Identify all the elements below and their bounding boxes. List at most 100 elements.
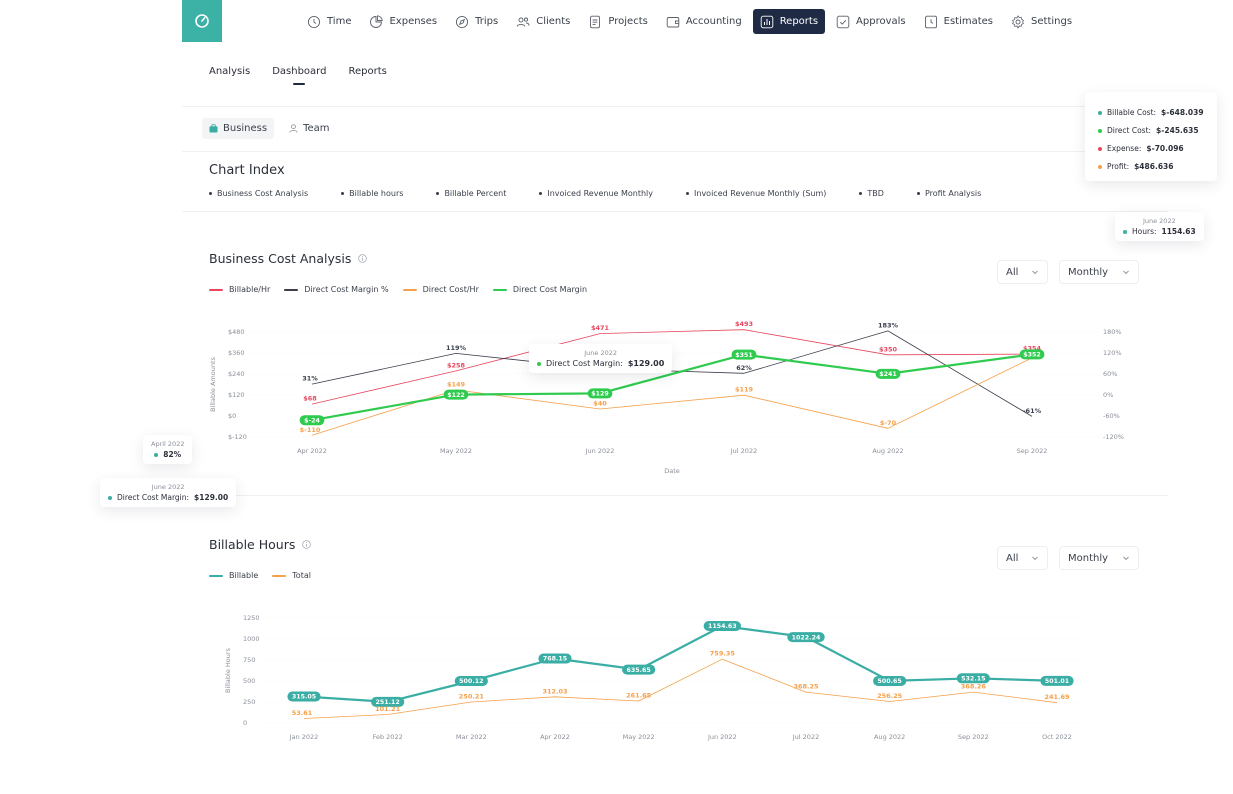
app-logo[interactable] [182,0,222,42]
chart-index-link[interactable]: Billable hours [341,189,403,198]
y-tick-label: 250 [243,698,255,706]
y2-tick-label: 60% [1103,370,1117,378]
chart-index-list: Business Cost Analysis Billable hours Bill… [209,189,1014,198]
bullet-icon [436,192,440,195]
y2-tick-label: -120% [1103,433,1124,441]
nav-item-label: Estimates [943,16,994,27]
nav-item-label: Expenses [389,16,438,27]
business-cost-filter-dropdown[interactable]: All [997,260,1048,284]
legend-label: Direct Cost/Hr [422,285,479,294]
summary-row: Profit: $486.636 [1098,162,1204,171]
summary-value: $486.636 [1134,162,1174,171]
series-line [311,353,1033,422]
business-toggle-button[interactable]: Business [202,118,275,139]
tab-reports[interactable]: Reports [348,66,387,77]
data-label: 1154.63 [708,623,737,630]
y-tick-label: $360 [228,349,245,357]
users-icon [516,17,530,27]
nav-item-time[interactable]: Time [300,9,358,34]
divider [182,106,1168,107]
legend-item[interactable]: Total [272,571,311,580]
briefcase-icon [209,124,218,133]
clock-icon [307,15,321,28]
hours-card-value: 1154.63 [1161,227,1196,236]
y-tick-label: $480 [228,328,245,336]
tab-analysis[interactable]: Analysis [209,66,251,77]
chart-index-link[interactable]: Billable Percent [436,189,506,198]
summary-dot [1098,146,1102,151]
data-label: $-24 [304,417,320,424]
summary-label: Direct Cost: [1107,126,1152,135]
compass-icon [456,15,469,28]
billable-hours-title-text: Billable Hours [209,537,296,552]
nav-item-settings[interactable]: Settings [1004,9,1079,34]
data-label: 500.65 [878,678,902,685]
info-icon[interactable] [358,254,368,263]
data-label: $352 [1023,352,1041,359]
data-label-pill [587,388,613,399]
dropdown-value: All [1006,266,1019,278]
tab-dashboard[interactable]: Dashboard [272,66,326,85]
nav-item-reports[interactable]: Reports [752,9,826,34]
chart-index-link[interactable]: Invoiced Revenue Monthly [539,189,653,198]
chart-index-link[interactable]: Invoiced Revenue Monthly (Sum) [686,189,826,198]
data-label-pill [731,349,757,360]
data-label: 31% [302,375,318,383]
document-icon [590,15,601,28]
series-line [311,329,1033,405]
info-icon[interactable] [302,540,312,549]
legend-swatch [284,288,299,291]
x-tick-label: Mar 2022 [456,733,487,741]
y2-tick-label: 0% [1103,391,1113,399]
chart-index-link[interactable]: Profit Analysis [916,189,982,198]
billable-hours-filter-dropdown[interactable]: All [997,546,1048,570]
nav-item-estimates[interactable]: Estimates [917,9,1000,34]
business-cost-period-dropdown[interactable]: Monthly [1059,260,1139,284]
team-toggle-button[interactable]: Team [282,118,336,139]
data-label-pill [1019,349,1045,360]
data-label: 1022.24 [792,634,821,641]
summary-dot [1098,110,1102,115]
legend-item[interactable]: Billable/Hr [209,285,270,294]
y-tick-label: 500 [243,677,255,685]
legend-item[interactable]: Direct Cost Margin [492,285,587,294]
chart-index-link-label: Profit Analysis [924,189,982,198]
nav-item-label: Clients [536,16,571,27]
chart-index-link-label: Invoiced Revenue Monthly [547,189,654,198]
dropdown-value: All [1006,552,1019,564]
data-label-pill [703,621,742,632]
data-label: 119% [446,344,467,352]
data-label-pill [787,632,825,643]
legend-item[interactable]: Direct Cost/Hr [402,285,479,294]
legend-swatch [492,288,507,291]
nav-item-approvals[interactable]: Approvals [829,9,913,34]
data-label: 312.03 [542,687,567,695]
data-label: 368.25 [793,683,819,691]
nav-item-trips[interactable]: Trips [448,9,505,34]
summary-label: Expense: [1107,144,1142,153]
legend-item[interactable]: Direct Cost Margin % [284,285,389,294]
billable-hours-period-dropdown[interactable]: Monthly [1059,546,1139,570]
chevron-down-icon [1032,556,1038,561]
legend-item[interactable]: Billable [209,571,258,580]
percent-card-date: April 2022 [151,440,185,448]
data-label-pill [873,675,907,686]
nav-item-expenses[interactable]: Expenses [362,9,444,34]
chart-index-link-label: Business Cost Analysis [217,189,309,198]
nav-item-accounting[interactable]: Accounting [659,9,749,34]
y-tick-label: 0 [243,719,247,727]
margin-card: June 2022 Direct Cost Margin: $129.00 [100,478,237,507]
divider [182,211,1168,212]
scope-toggle: Business Team [202,118,337,139]
chart-index-link[interactable]: Business Cost Analysis [209,189,308,198]
nav-item-label: Settings [1031,16,1073,27]
top-navigation: Time Expenses Trips Clients Projects Accounti… [300,9,1083,34]
nav-item-label: Projects [608,16,648,27]
data-label: 532.15 [961,675,985,682]
data-label: 501.01 [1045,678,1069,685]
y-tick-label: $240 [228,370,245,378]
clock-file-icon [924,15,937,28]
nav-item-clients[interactable]: Clients [509,9,577,34]
nav-item-projects[interactable]: Projects [581,9,654,34]
chart-index-link[interactable]: TBD [859,189,884,198]
